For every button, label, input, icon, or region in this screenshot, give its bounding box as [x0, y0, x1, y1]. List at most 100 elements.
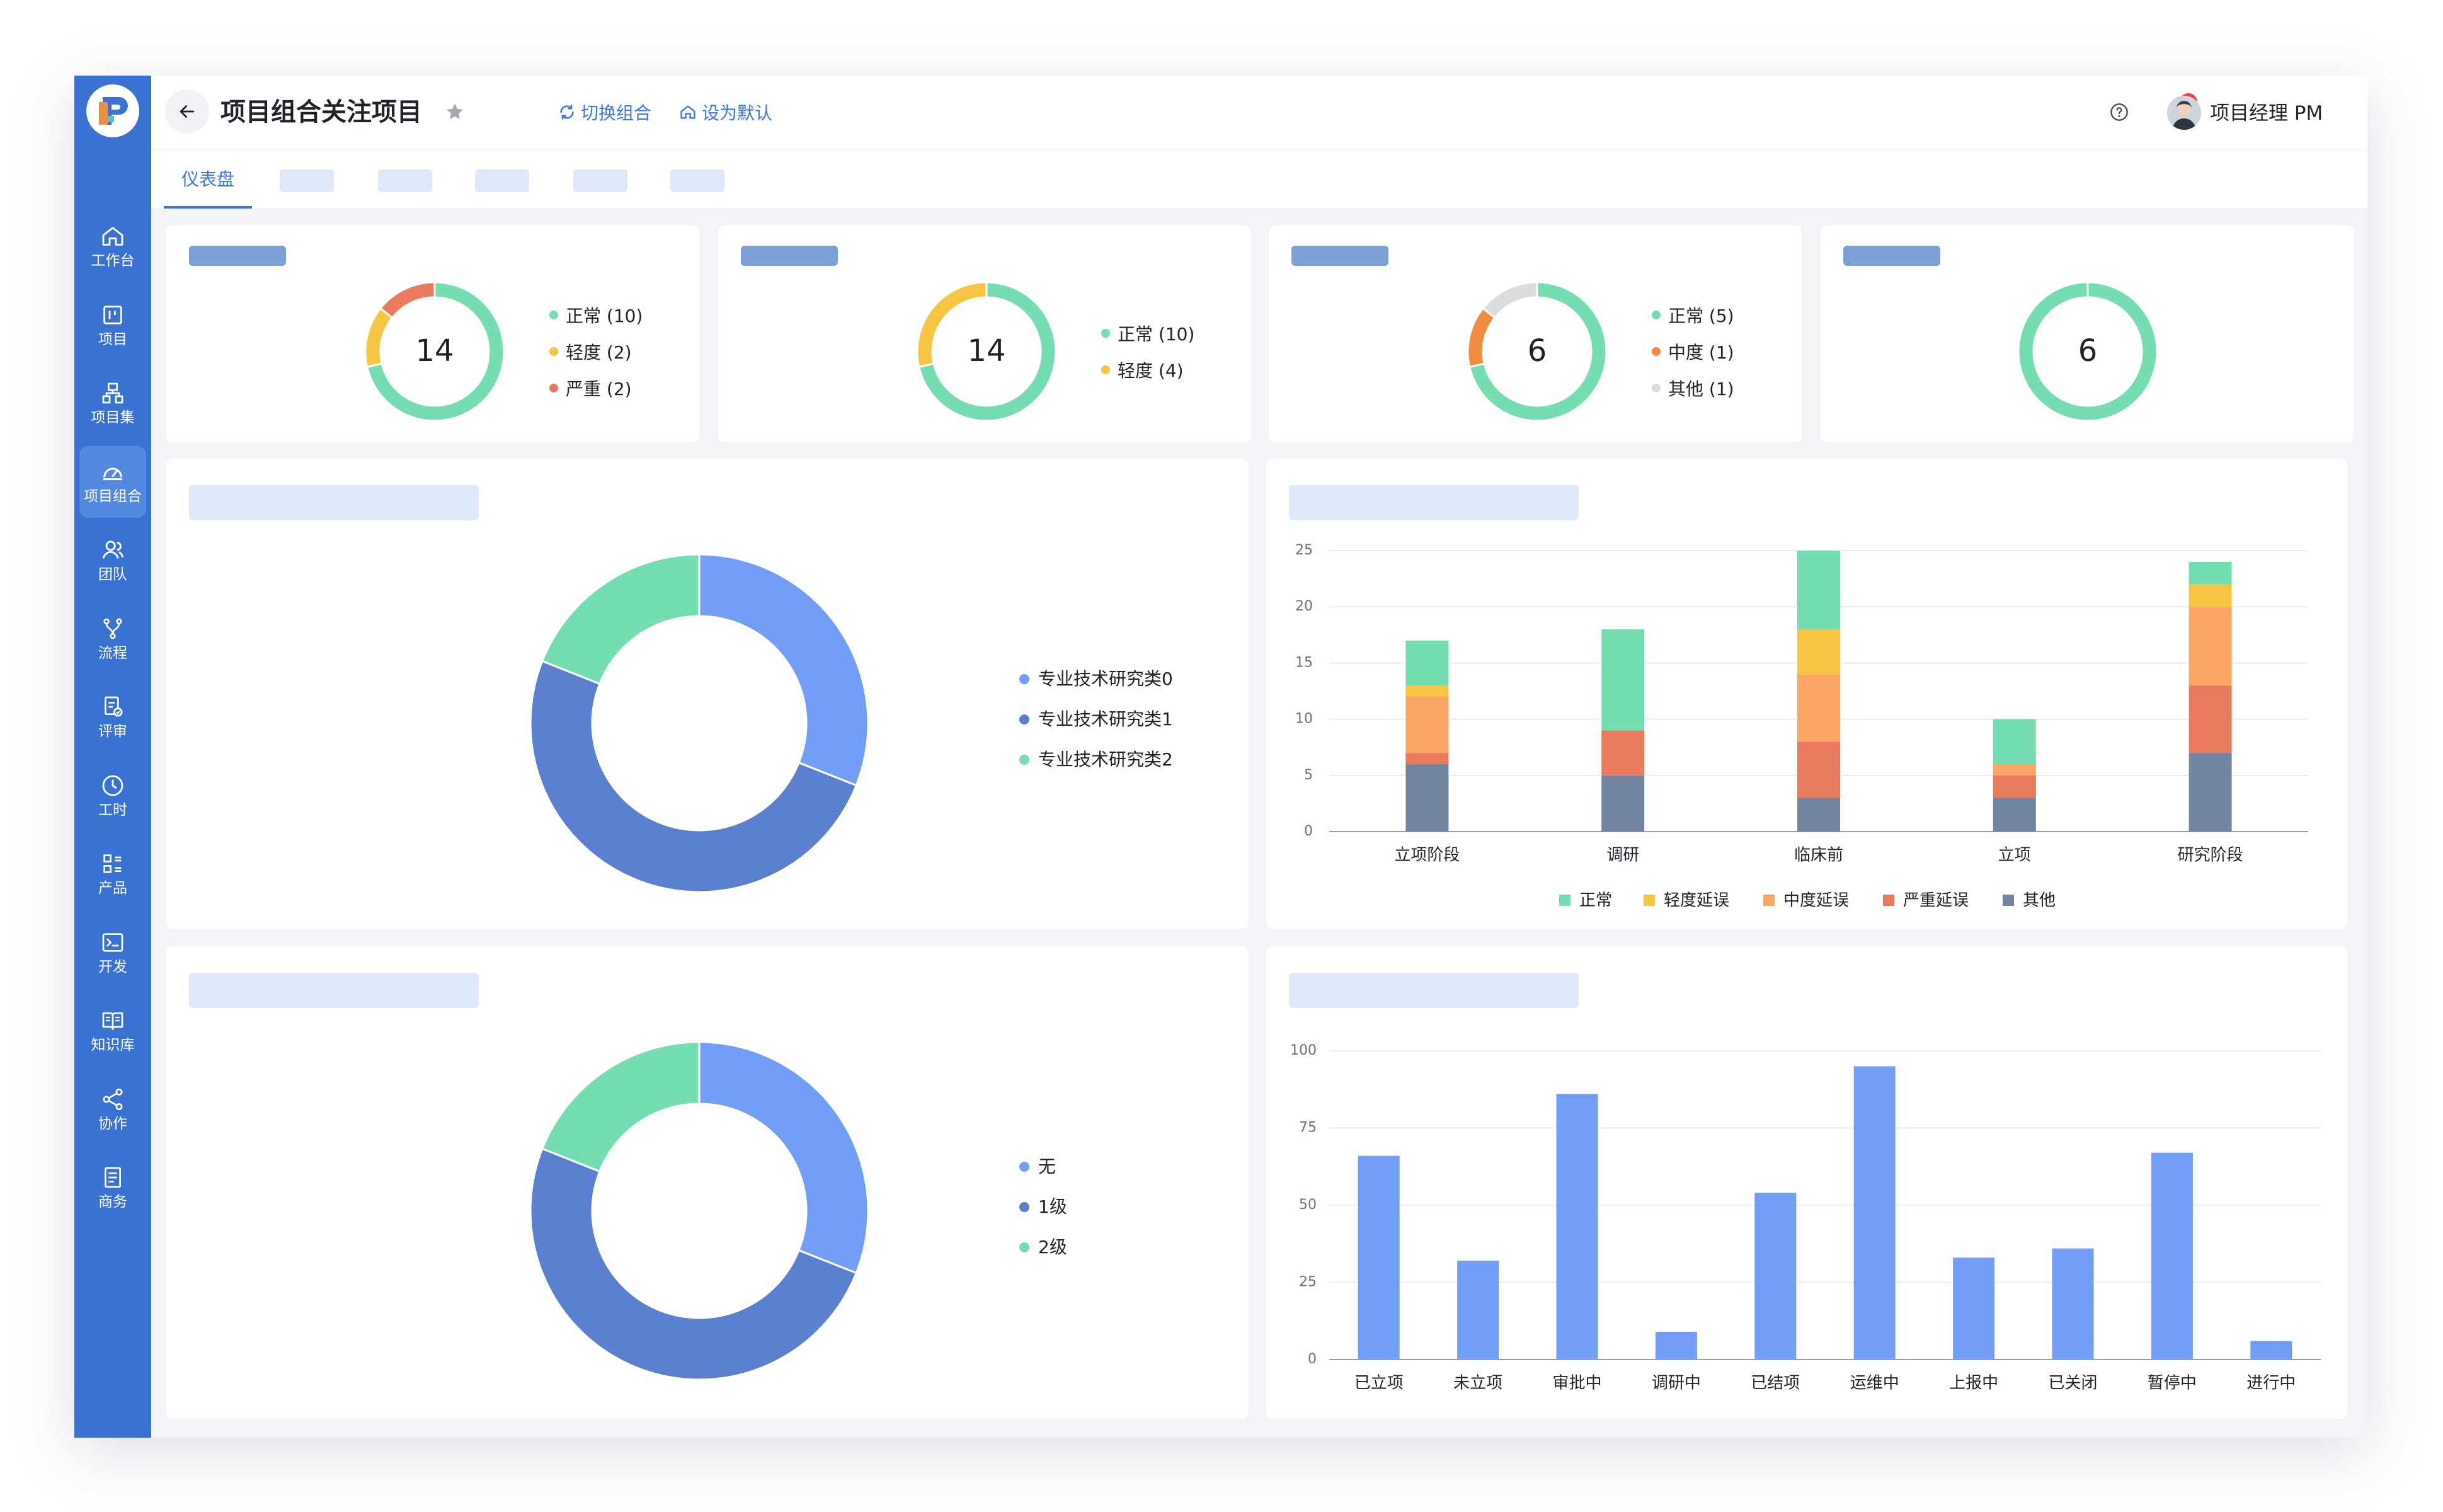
bar-segment[interactable]	[1993, 764, 2036, 776]
legend-item[interactable]: 正常 (10)	[549, 297, 643, 333]
legend-item[interactable]: 严重 (2)	[549, 370, 643, 406]
sidebar-item-5[interactable]: 流程	[79, 603, 146, 675]
legend-item[interactable]: 其他 (1)	[1652, 370, 1734, 406]
sidebar-item-11[interactable]: 协作	[79, 1074, 146, 1145]
user-avatar-icon	[2167, 96, 2201, 130]
switch-portfolio-link[interactable]: 切换组合	[558, 100, 651, 125]
tab-placeholder[interactable]	[670, 169, 724, 192]
sidebar-item-9[interactable]: 开发	[79, 917, 146, 988]
bar-segment[interactable]	[1797, 798, 1840, 832]
sidebar-item-0[interactable]: 工作台	[79, 210, 146, 282]
sidebar-item-6[interactable]: 评审	[79, 681, 146, 753]
legend-dot	[1019, 714, 1029, 724]
y-tick-label: 0	[1304, 823, 1313, 839]
bar[interactable]	[2151, 1152, 2193, 1360]
bar-segment[interactable]	[1405, 753, 1449, 764]
bar[interactable]	[1457, 1261, 1499, 1360]
app-logo[interactable]	[86, 84, 139, 137]
sidebar-item-label: 开发	[98, 958, 127, 975]
bar-segment[interactable]	[1993, 798, 2036, 832]
stat-donut-segment-1[interactable]	[1467, 307, 1496, 369]
legend-dot	[1652, 384, 1661, 392]
set-default-link[interactable]: 设为默认	[679, 100, 772, 125]
donut-segment-2[interactable]	[541, 553, 701, 685]
sidebar-item-3[interactable]: 项目组合	[79, 445, 146, 518]
stat-donut-segment-0[interactable]	[365, 281, 505, 422]
bar-segment[interactable]	[1405, 696, 1449, 753]
sidebar-item-7[interactable]: 工时	[79, 760, 146, 832]
donut-segment-2[interactable]	[541, 1041, 701, 1173]
donut-segment-1[interactable]	[529, 1147, 858, 1381]
bar-segment[interactable]	[1797, 742, 1840, 798]
bar-segment[interactable]	[2188, 685, 2232, 753]
stat-donut-segment-1[interactable]	[364, 307, 394, 369]
tab-placeholder[interactable]	[573, 169, 627, 192]
legend-label: 无	[1038, 1156, 1056, 1177]
bar[interactable]	[1754, 1193, 1797, 1360]
legend-item[interactable]: 中度 (1)	[1652, 333, 1734, 370]
bar[interactable]	[2052, 1248, 2094, 1360]
avatar[interactable]	[2167, 96, 2201, 130]
donut-segment-0[interactable]	[698, 553, 869, 787]
bar-segment[interactable]	[2188, 561, 2232, 585]
bar-segment[interactable]	[1797, 674, 1840, 742]
legend-swatch	[1883, 895, 1894, 906]
bar-segment[interactable]	[1993, 775, 2036, 798]
sidebar-item-1[interactable]: 项目	[79, 289, 146, 361]
bar[interactable]	[1556, 1094, 1598, 1360]
bar-segment[interactable]	[1601, 629, 1645, 731]
bar-segment[interactable]	[1405, 764, 1449, 832]
kanban-icon	[103, 305, 122, 324]
user-name[interactable]: 项目经理 PM	[2210, 102, 2323, 125]
legend-item[interactable]: 正常 (10)	[1101, 315, 1194, 352]
bar-segment[interactable]	[1405, 640, 1449, 686]
donut-segment-1[interactable]	[529, 660, 858, 893]
legend-item[interactable]: 轻度 (2)	[549, 333, 643, 370]
sidebar-item-12[interactable]: 商务	[79, 1152, 146, 1223]
bar[interactable]	[1953, 1257, 1995, 1360]
donut-segment-0[interactable]	[698, 1041, 869, 1274]
legend-label: 中度延误	[1783, 891, 1849, 910]
bar-segment[interactable]	[1797, 629, 1840, 675]
product-icon	[103, 854, 122, 873]
bar-segment[interactable]	[2188, 607, 2232, 686]
tab-placeholder[interactable]	[280, 169, 334, 192]
star-icon[interactable]	[443, 101, 466, 123]
stat-donut-segment-2[interactable]	[379, 281, 436, 319]
stat-total: 6	[2078, 333, 2098, 369]
y-tick-label: 25	[1299, 1274, 1317, 1290]
legend-label: 正常 (5)	[1668, 306, 1734, 326]
bar-segment[interactable]	[1993, 719, 2036, 764]
bar[interactable]	[1853, 1066, 1896, 1360]
tab-placeholder[interactable]	[378, 169, 432, 192]
bar[interactable]	[1655, 1331, 1697, 1360]
bar[interactable]	[1358, 1155, 1400, 1360]
legend-item[interactable]: 轻度 (4)	[1101, 352, 1194, 388]
bar-segment[interactable]	[2188, 584, 2232, 607]
bar-segment[interactable]	[1797, 551, 1840, 629]
bar-segment[interactable]	[1405, 685, 1449, 697]
back-button[interactable]	[165, 89, 209, 134]
tab-dashboard[interactable]: 仪表盘	[164, 151, 252, 209]
bar-segment[interactable]	[2188, 753, 2232, 832]
sidebar-item-2[interactable]: 项目集	[79, 367, 146, 439]
card-title-placeholder	[1289, 973, 1579, 1008]
sidebar-item-10[interactable]: 知识库	[79, 995, 146, 1067]
sidebar-item-8[interactable]: 产品	[79, 838, 146, 910]
bar[interactable]	[2250, 1341, 2292, 1360]
legend-dot	[549, 347, 558, 356]
home-icon	[680, 105, 695, 119]
stat-donut: 6	[2017, 281, 2158, 422]
legend-label: 其他 (1)	[1668, 379, 1734, 399]
help-button[interactable]	[2105, 98, 2133, 126]
tab-placeholder[interactable]	[475, 169, 529, 192]
stat-donut-segment-0[interactable]	[2017, 281, 2158, 422]
stat-donut-segment-0[interactable]	[1468, 281, 1608, 422]
stat-donut-segment-2[interactable]	[1481, 281, 1538, 319]
stat-donut-segment-1[interactable]	[916, 281, 988, 369]
legend-item[interactable]: 正常 (5)	[1652, 297, 1734, 333]
sidebar-item-4[interactable]: 团队	[79, 524, 146, 596]
bar-segment[interactable]	[1601, 730, 1645, 776]
bar-segment[interactable]	[1601, 775, 1645, 832]
stat-donut-segment-0[interactable]	[917, 281, 1057, 422]
